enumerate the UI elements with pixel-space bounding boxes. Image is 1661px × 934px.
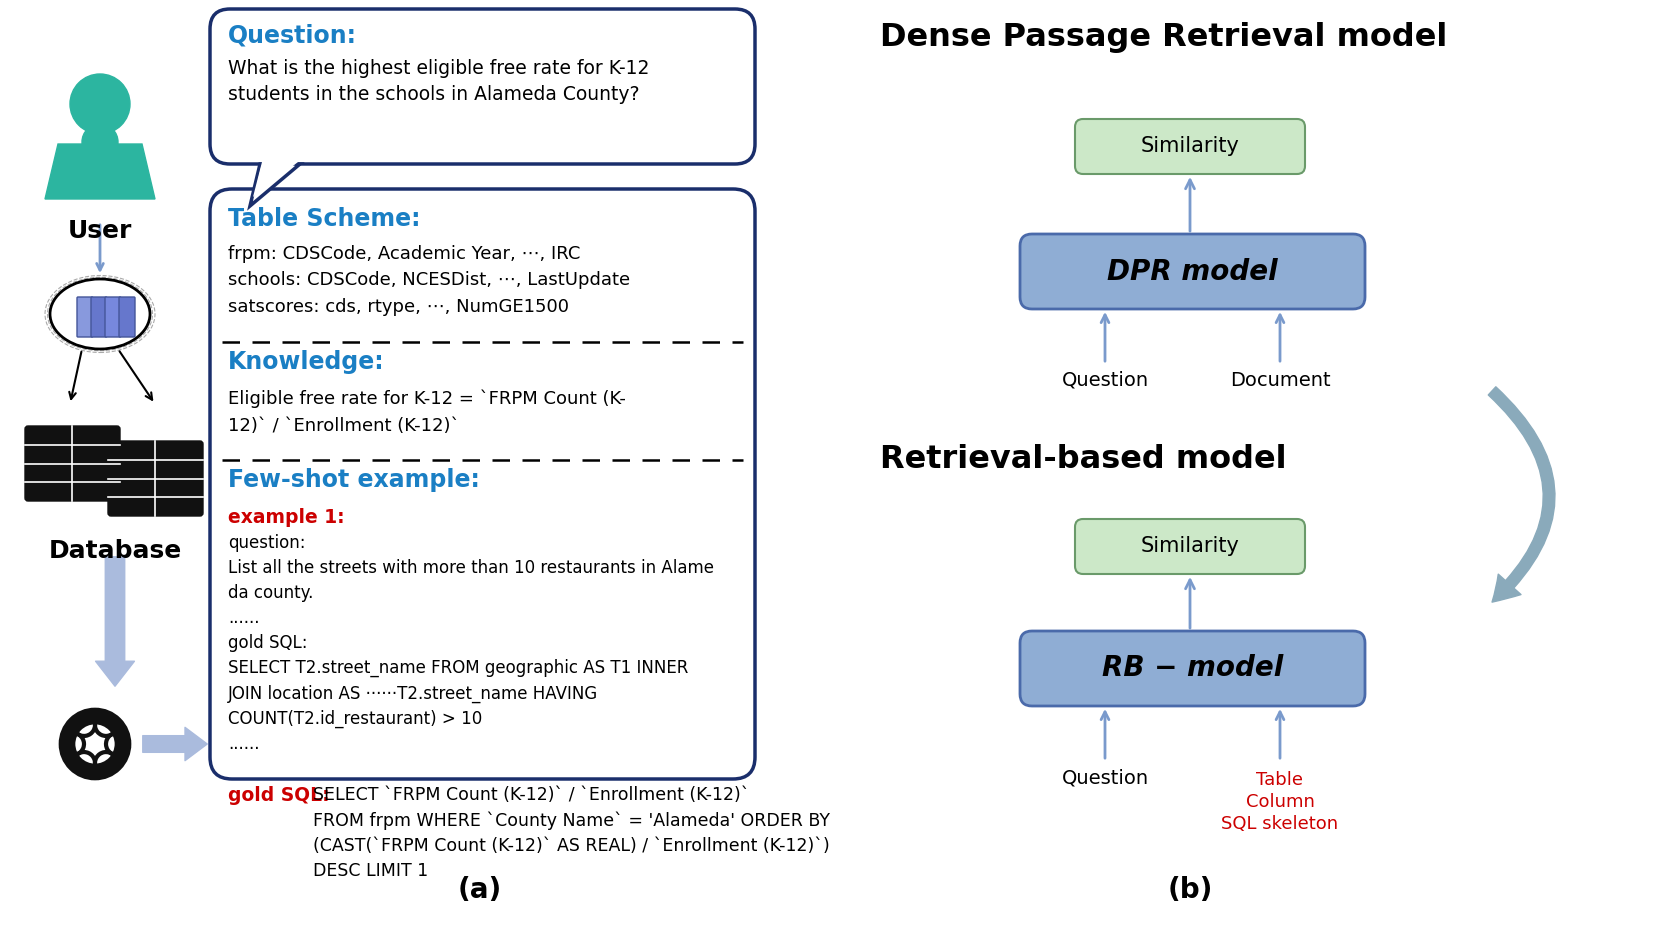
- Text: SELECT `FRPM Count (K-12)` / `Enrollment (K-12)`
FROM frpm WHERE `County Name` =: SELECT `FRPM Count (K-12)` / `Enrollment…: [312, 786, 830, 880]
- Text: DPR model: DPR model: [1108, 258, 1277, 286]
- Text: Document: Document: [1229, 371, 1330, 390]
- Text: question:
List all the streets with more than 10 restaurants in Alame
da county.: question: List all the streets with more…: [228, 534, 714, 753]
- Text: gold SQL:: gold SQL:: [228, 786, 329, 805]
- Text: frpm: CDSCode, Academic Year, ⋯, IRC
schools: CDSCode, NCESDist, ⋯, LastUpdate
s: frpm: CDSCode, Academic Year, ⋯, IRC sch…: [228, 245, 630, 316]
- Text: Table Scheme:: Table Scheme:: [228, 207, 420, 231]
- Circle shape: [70, 74, 130, 134]
- FancyBboxPatch shape: [105, 297, 121, 337]
- Text: Knowledge:: Knowledge:: [228, 350, 385, 374]
- Text: Question: Question: [1061, 371, 1148, 390]
- FancyBboxPatch shape: [1020, 234, 1365, 309]
- Ellipse shape: [50, 279, 149, 349]
- FancyBboxPatch shape: [209, 189, 756, 779]
- Text: SQL skeleton: SQL skeleton: [1221, 815, 1339, 833]
- Text: Retrieval-based model: Retrieval-based model: [880, 444, 1287, 475]
- Text: Question:: Question:: [228, 24, 357, 48]
- FancyBboxPatch shape: [209, 9, 756, 164]
- FancyBboxPatch shape: [1075, 119, 1306, 174]
- FancyBboxPatch shape: [1075, 519, 1306, 574]
- FancyBboxPatch shape: [91, 297, 106, 337]
- FancyArrowPatch shape: [143, 728, 208, 760]
- Text: Column: Column: [1246, 793, 1314, 811]
- FancyBboxPatch shape: [108, 441, 203, 516]
- Text: Table: Table: [1256, 771, 1304, 789]
- FancyBboxPatch shape: [25, 426, 120, 501]
- FancyBboxPatch shape: [1020, 631, 1365, 706]
- Text: RB − model: RB − model: [1101, 655, 1284, 683]
- Circle shape: [81, 124, 118, 160]
- Text: Dense Passage Retrieval model: Dense Passage Retrieval model: [880, 22, 1447, 53]
- Text: Eligible free rate for K-12 = `FRPM Count (K-
12)` / `Enrollment (K-12)`: Eligible free rate for K-12 = `FRPM Coun…: [228, 390, 626, 435]
- Text: Similarity: Similarity: [1141, 536, 1239, 557]
- Polygon shape: [251, 164, 301, 206]
- Text: Similarity: Similarity: [1141, 136, 1239, 157]
- Polygon shape: [45, 144, 154, 199]
- Polygon shape: [252, 162, 297, 197]
- FancyBboxPatch shape: [120, 297, 135, 337]
- Text: Few-shot example:: Few-shot example:: [228, 468, 480, 492]
- Text: (b): (b): [1168, 876, 1213, 904]
- Text: (a): (a): [458, 876, 502, 904]
- Text: What is the highest eligible free rate for K-12
students in the schools in Alame: What is the highest eligible free rate f…: [228, 59, 649, 105]
- FancyBboxPatch shape: [76, 297, 93, 337]
- Text: Database: Database: [48, 539, 181, 563]
- Text: Question: Question: [1061, 768, 1148, 787]
- Text: User: User: [68, 219, 133, 243]
- FancyArrowPatch shape: [1488, 387, 1555, 602]
- FancyArrowPatch shape: [96, 557, 135, 686]
- Text: example 1:: example 1:: [228, 508, 344, 527]
